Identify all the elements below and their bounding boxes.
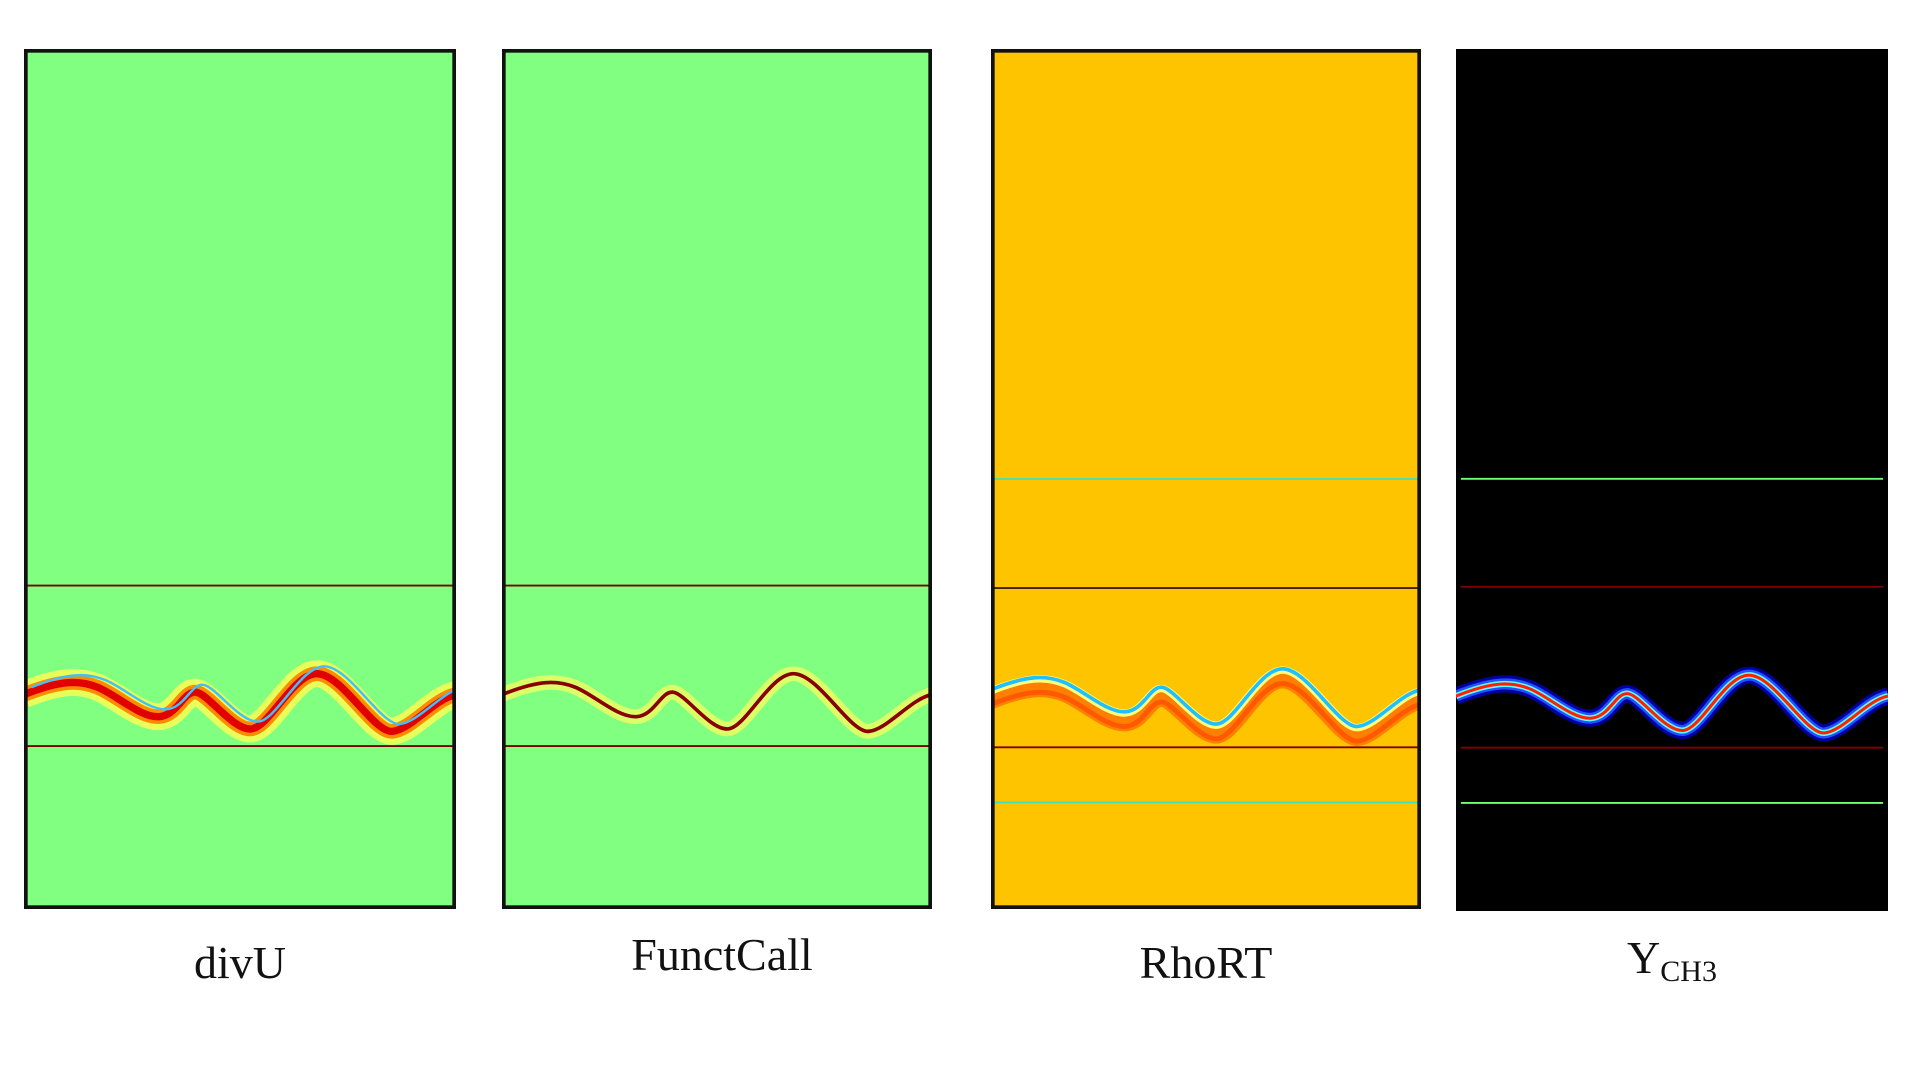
panel-ych3	[1456, 49, 1888, 911]
panel-label: divU	[194, 937, 286, 988]
field-background	[24, 49, 456, 909]
panel-frame	[502, 49, 932, 909]
panel-label: YCH3	[1627, 932, 1717, 988]
label-subscript: CH3	[1660, 955, 1717, 988]
panel-rhort	[991, 49, 1421, 909]
panel-divu	[24, 49, 456, 909]
panel-frame	[24, 49, 456, 909]
field-background	[1456, 49, 1888, 911]
panel-label: RhoRT	[1140, 937, 1273, 988]
field-background	[502, 49, 932, 909]
panel-frame	[991, 49, 1421, 909]
panel-functcall	[502, 49, 932, 909]
label-main: Y	[1627, 932, 1660, 983]
panel-label: FunctCall	[631, 929, 812, 980]
